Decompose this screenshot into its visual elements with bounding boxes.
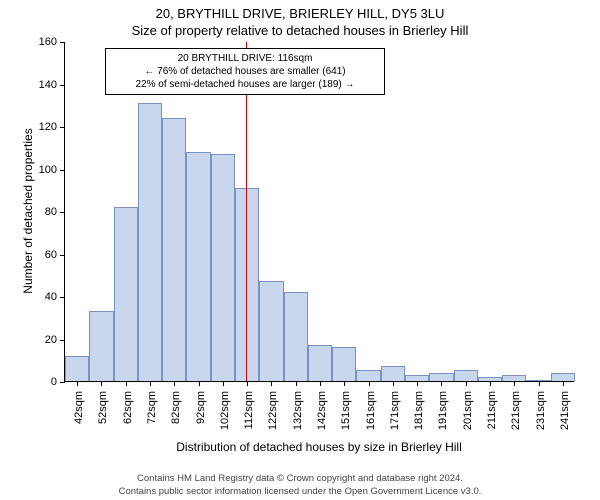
histogram-bar bbox=[332, 347, 356, 381]
y-tick bbox=[60, 340, 65, 341]
histogram-bar bbox=[284, 292, 308, 381]
histogram-bar bbox=[551, 373, 575, 382]
x-tick bbox=[101, 381, 102, 386]
y-axis-title: Number of detached properties bbox=[21, 121, 35, 301]
y-tick bbox=[60, 85, 65, 86]
y-tick bbox=[60, 127, 65, 128]
y-tick-label: 0 bbox=[51, 376, 57, 388]
histogram-bar bbox=[186, 152, 210, 382]
x-tick-label: 241sqm bbox=[559, 391, 571, 430]
x-tick-label: 132sqm bbox=[292, 391, 304, 430]
histogram-bar bbox=[65, 356, 89, 382]
x-tick-label: 221sqm bbox=[510, 391, 522, 430]
y-tick-label: 100 bbox=[39, 164, 57, 176]
footer-text: Contains HM Land Registry data © Crown c… bbox=[0, 473, 600, 498]
y-tick bbox=[60, 255, 65, 256]
histogram-bar bbox=[162, 118, 186, 382]
x-tick bbox=[344, 381, 345, 386]
x-tick bbox=[271, 381, 272, 386]
x-tick-label: 201sqm bbox=[462, 391, 474, 430]
x-axis-title: Distribution of detached houses by size … bbox=[64, 440, 574, 454]
x-tick-label: 112sqm bbox=[243, 391, 255, 429]
y-tick bbox=[60, 42, 65, 43]
x-tick bbox=[77, 381, 78, 386]
y-tick-label: 20 bbox=[45, 334, 57, 346]
x-tick-label: 62sqm bbox=[122, 391, 134, 424]
x-tick-label: 181sqm bbox=[413, 391, 425, 430]
histogram-bar bbox=[259, 281, 283, 381]
x-tick-label: 171sqm bbox=[389, 391, 401, 430]
y-tick bbox=[60, 297, 65, 298]
x-tick bbox=[417, 381, 418, 386]
x-tick-label: 211sqm bbox=[486, 391, 498, 429]
x-tick bbox=[150, 381, 151, 386]
y-tick bbox=[60, 212, 65, 213]
chart-container: 20, BRYTHILL DRIVE, BRIERLEY HILL, DY5 3… bbox=[0, 0, 600, 500]
x-tick-label: 92sqm bbox=[195, 391, 207, 424]
x-tick bbox=[490, 381, 491, 386]
histogram-bar bbox=[381, 366, 405, 381]
x-tick bbox=[369, 381, 370, 386]
footer-line-2: Contains public sector information licen… bbox=[0, 486, 600, 498]
x-tick-label: 191sqm bbox=[437, 391, 449, 430]
x-tick-label: 142sqm bbox=[316, 391, 328, 430]
histogram-bar bbox=[454, 370, 478, 381]
x-tick-label: 151sqm bbox=[340, 391, 352, 430]
x-tick bbox=[441, 381, 442, 386]
x-tick bbox=[247, 381, 248, 386]
x-tick bbox=[320, 381, 321, 386]
x-tick bbox=[174, 381, 175, 386]
histogram-bar bbox=[138, 103, 162, 381]
x-tick bbox=[126, 381, 127, 386]
histogram-bar bbox=[308, 345, 332, 381]
y-tick-label: 60 bbox=[45, 249, 57, 261]
y-tick-label: 140 bbox=[39, 79, 57, 91]
x-tick-label: 52sqm bbox=[97, 391, 109, 424]
histogram-bar bbox=[429, 373, 453, 382]
annotation-box: 20 BRYTHILL DRIVE: 116sqm ← 76% of detac… bbox=[105, 48, 385, 95]
y-tick-label: 160 bbox=[39, 36, 57, 48]
annotation-line-1: 20 BRYTHILL DRIVE: 116sqm bbox=[112, 52, 378, 65]
histogram-bar bbox=[211, 154, 235, 381]
x-tick-label: 72sqm bbox=[146, 391, 158, 424]
title-main: 20, BRYTHILL DRIVE, BRIERLEY HILL, DY5 3… bbox=[0, 0, 600, 21]
x-tick bbox=[539, 381, 540, 386]
x-tick bbox=[296, 381, 297, 386]
y-tick-label: 40 bbox=[45, 291, 57, 303]
x-tick bbox=[514, 381, 515, 386]
x-tick bbox=[563, 381, 564, 386]
footer-line-1: Contains HM Land Registry data © Crown c… bbox=[0, 473, 600, 485]
histogram-bar bbox=[356, 370, 380, 381]
y-tick bbox=[60, 382, 65, 383]
x-tick bbox=[393, 381, 394, 386]
x-tick-label: 82sqm bbox=[170, 391, 182, 424]
y-tick-label: 120 bbox=[39, 121, 57, 133]
histogram-bar bbox=[235, 188, 259, 381]
y-tick-label: 80 bbox=[45, 206, 57, 218]
annotation-line-2: ← 76% of detached houses are smaller (64… bbox=[112, 65, 378, 78]
x-tick bbox=[466, 381, 467, 386]
x-tick-label: 231sqm bbox=[535, 391, 547, 430]
x-tick-label: 102sqm bbox=[219, 391, 231, 430]
x-tick bbox=[223, 381, 224, 386]
x-tick-label: 122sqm bbox=[267, 391, 279, 430]
histogram-bar bbox=[89, 311, 113, 381]
x-tick-label: 161sqm bbox=[365, 391, 377, 430]
histogram-bar bbox=[114, 207, 138, 381]
y-tick bbox=[60, 170, 65, 171]
x-tick-label: 42sqm bbox=[73, 391, 85, 424]
x-tick bbox=[199, 381, 200, 386]
annotation-line-3: 22% of semi-detached houses are larger (… bbox=[112, 78, 378, 91]
title-sub: Size of property relative to detached ho… bbox=[0, 21, 600, 38]
